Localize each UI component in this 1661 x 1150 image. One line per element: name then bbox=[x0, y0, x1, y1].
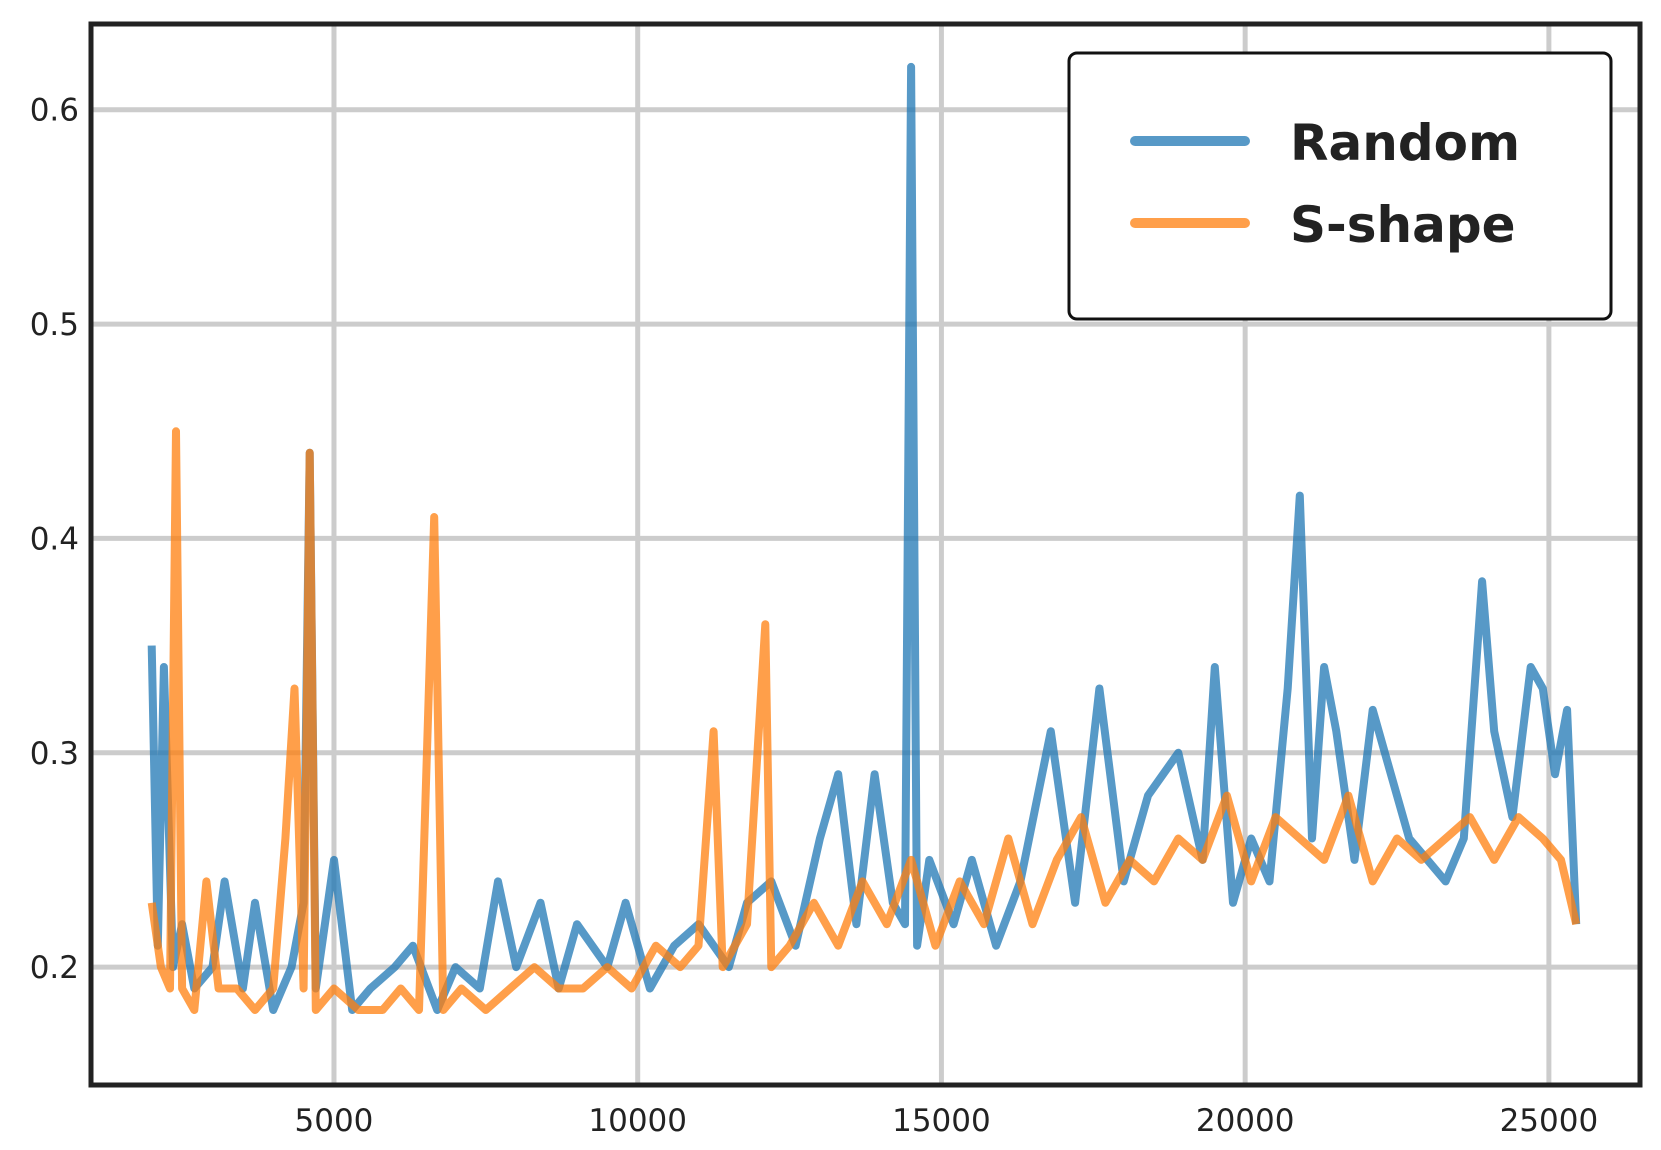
x-tick-label: 25000 bbox=[1500, 1103, 1599, 1139]
legend: Random S-shape bbox=[1067, 51, 1613, 321]
series-group bbox=[147, 62, 1581, 1014]
legend-box bbox=[1067, 51, 1613, 321]
x-tick-label: 15000 bbox=[892, 1103, 991, 1139]
y-tick-label: 0.5 bbox=[30, 307, 79, 343]
series-line-s-shape bbox=[147, 427, 1581, 1014]
legend-label-random: Random bbox=[1290, 114, 1520, 172]
y-tick-label: 0.3 bbox=[30, 736, 79, 772]
x-tick-label: 10000 bbox=[588, 1103, 687, 1139]
plot-area-frame bbox=[88, 21, 1643, 1088]
tick-labels: 5000 10000 15000 20000 25000 0.2 0.3 0.4 0.5 0.6 bbox=[30, 93, 1599, 1139]
y-tick-label: 0.2 bbox=[30, 950, 79, 986]
y-tick-label: 0.4 bbox=[30, 521, 79, 557]
x-tick-label: 20000 bbox=[1196, 1103, 1295, 1139]
legend-label-s-shape: S-shape bbox=[1290, 196, 1516, 254]
x-tick-label: 5000 bbox=[295, 1103, 374, 1139]
y-tick-label: 0.6 bbox=[30, 93, 79, 129]
